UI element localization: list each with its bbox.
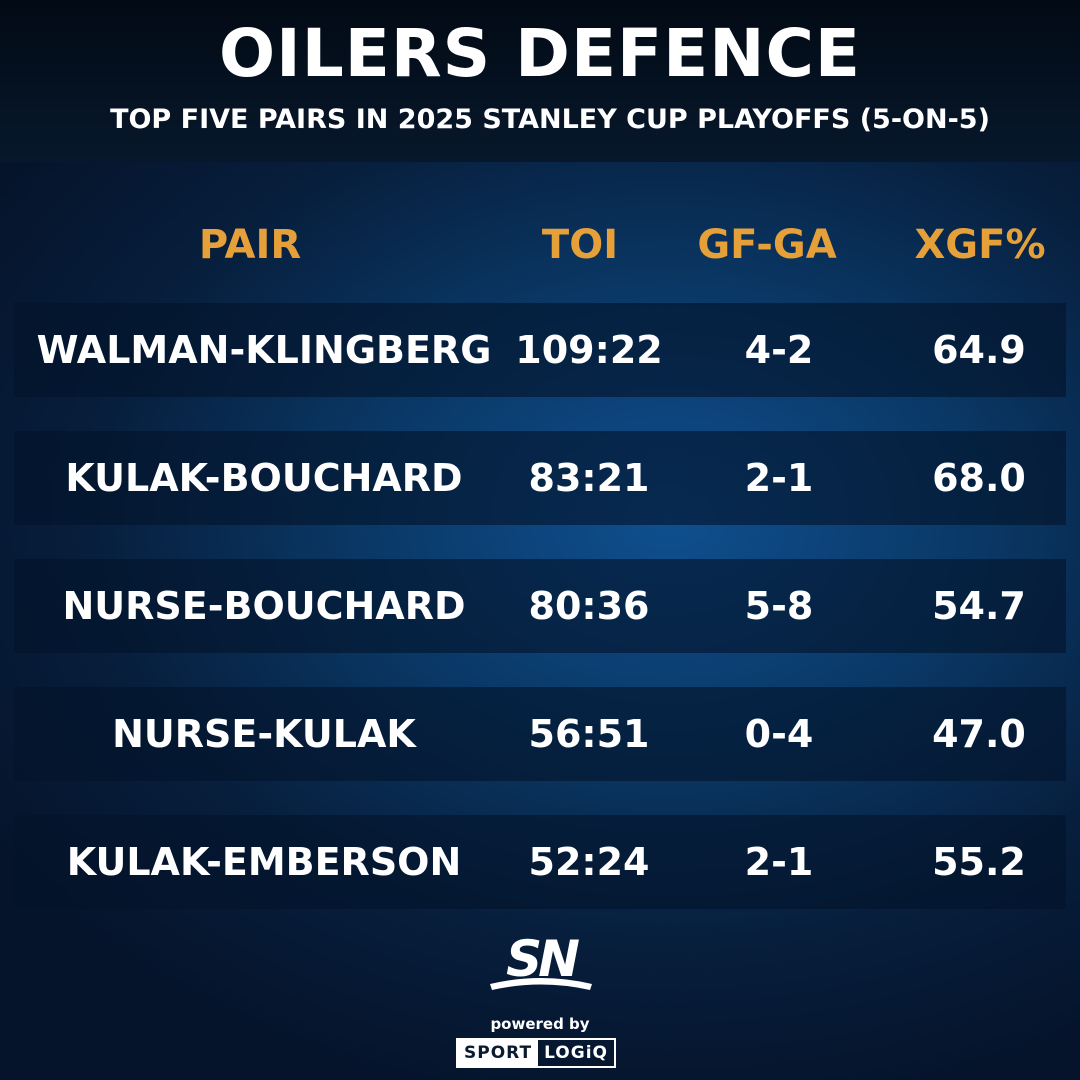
page-subtitle: TOP FIVE PAIRS IN 2025 STANLEY CUP PLAYO…: [110, 104, 990, 135]
toi-value: 80:36: [528, 584, 650, 628]
xgf-value: 64.9: [932, 328, 1026, 372]
toi-value: 52:24: [528, 840, 650, 884]
gfga-value: 0-4: [744, 712, 814, 756]
table-row: NURSE-KULAK 56:51 0-4 47.0: [14, 687, 1066, 781]
xgf-value: 55.2: [932, 840, 1026, 884]
header-band: [0, 0, 1080, 162]
xgf-value: 54.7: [932, 584, 1026, 628]
table-row: NURSE-BOUCHARD 80:36 5-8 54.7: [14, 559, 1066, 653]
xgf-value: 68.0: [932, 456, 1026, 500]
xgf-value: 47.0: [932, 712, 1026, 756]
column-header-xgf: XGF%: [914, 222, 1046, 268]
toi-value: 83:21: [528, 456, 650, 500]
pair-name: KULAK-EMBERSON: [66, 840, 462, 884]
toi-value: 56:51: [528, 712, 650, 756]
column-header-pair: PAIR: [198, 222, 302, 268]
column-header-gfga: GF-GA: [697, 222, 837, 268]
table-row: KULAK-BOUCHARD 83:21 2-1 68.0: [14, 431, 1066, 525]
table-row: KULAK-EMBERSON 52:24 2-1 55.2: [14, 815, 1066, 909]
sportlogiq-logo: SPORT LOGiQ: [456, 1038, 616, 1068]
gfga-value: 4-2: [744, 328, 814, 372]
table-row: WALMAN-KLINGBERG 109:22 4-2 64.9: [14, 303, 1066, 397]
powered-by-label: powered by: [490, 1015, 590, 1033]
column-header-toi: TOI: [541, 222, 619, 268]
sportsnet-logo-icon: SN: [490, 932, 592, 990]
gfga-value: 5-8: [744, 584, 814, 628]
branding: SN powered by SPORT LOGiQ: [440, 930, 640, 1070]
gfga-value: 2-1: [744, 456, 814, 500]
toi-value: 109:22: [515, 328, 663, 372]
pair-name: NURSE-BOUCHARD: [62, 584, 466, 628]
pair-name: KULAK-BOUCHARD: [65, 456, 463, 500]
sportlogiq-logo-left: SPORT: [458, 1040, 539, 1066]
gfga-value: 2-1: [744, 840, 814, 884]
sportlogiq-logo-right: LOGiQ: [544, 1043, 608, 1063]
pair-name: WALMAN-KLINGBERG: [36, 328, 492, 372]
pair-name: NURSE-KULAK: [112, 712, 416, 756]
page-title: OILERS DEFENCE: [219, 15, 861, 92]
